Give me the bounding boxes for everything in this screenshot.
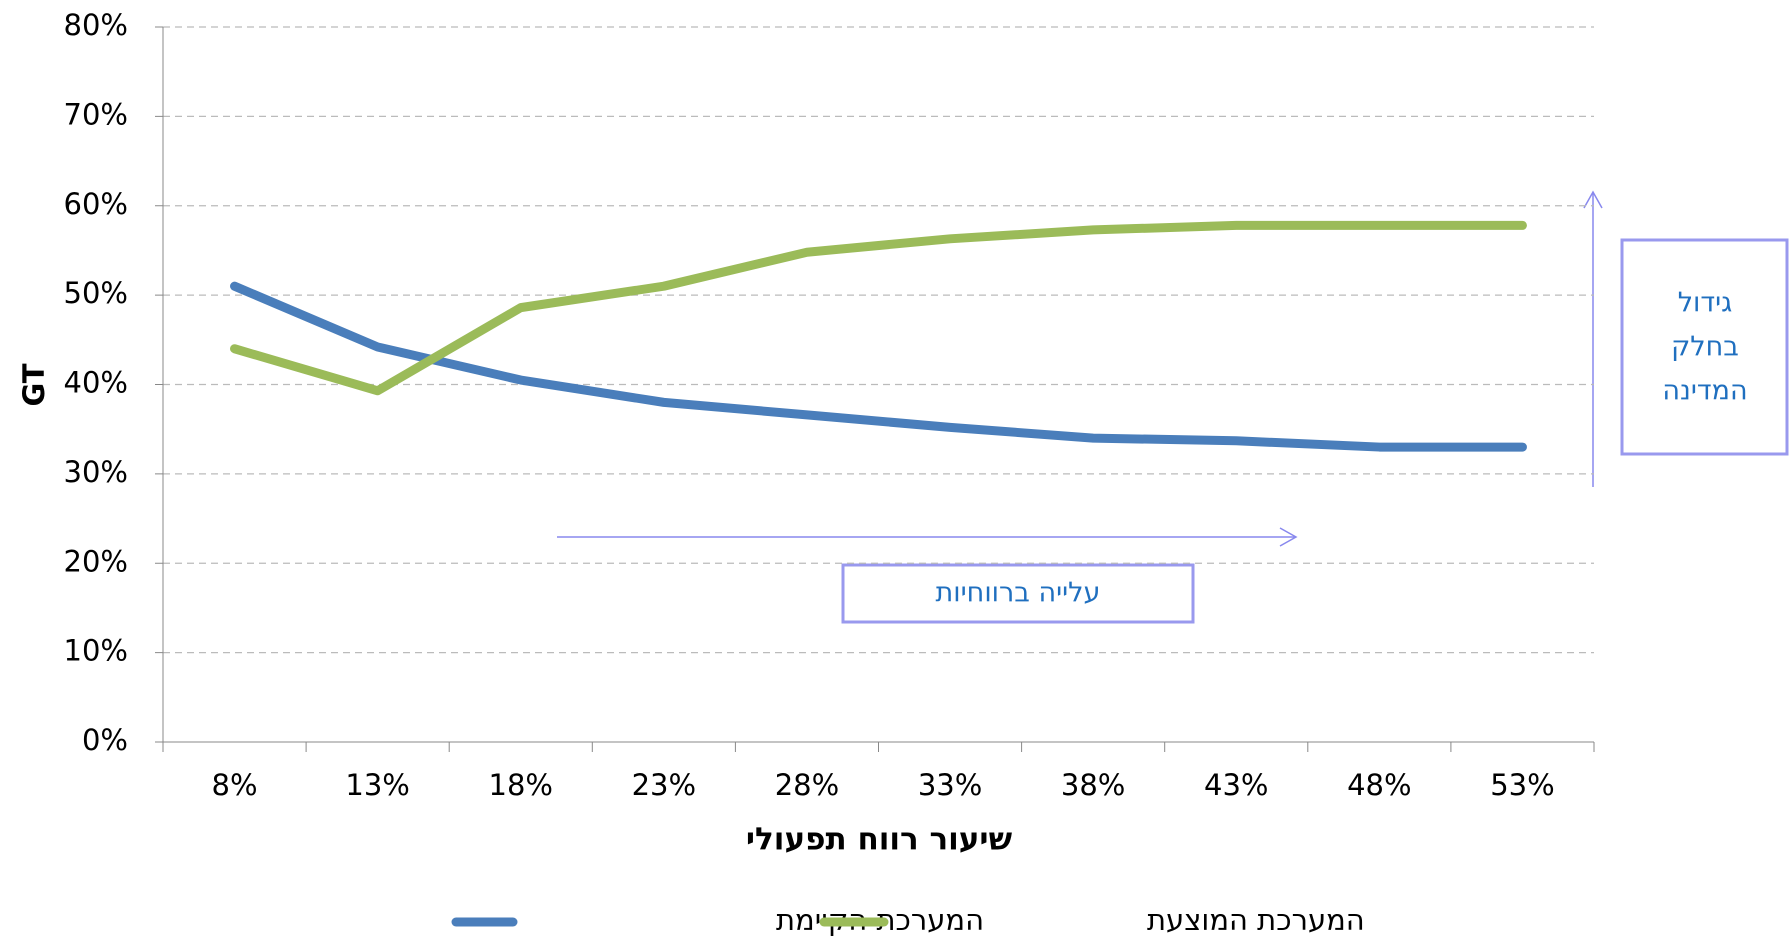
y-tick-label: 40%: [64, 366, 128, 400]
x-tick-label: 53%: [1490, 768, 1554, 802]
y-tick-label: 20%: [64, 544, 128, 578]
x-tick-label: 43%: [1204, 768, 1268, 802]
y-tick-label: 50%: [64, 276, 128, 310]
x-axis-label: שיעור רווח תפעולי: [746, 822, 1013, 858]
annotation-text: גידול: [1678, 288, 1733, 319]
y-tick-label: 10%: [64, 634, 128, 668]
annotation-box: [1620, 238, 1789, 456]
annotation-box: [841, 563, 1195, 624]
x-tick-label: 13%: [345, 768, 409, 802]
series-line: [230, 281, 1527, 452]
x-tick-label: 23%: [632, 768, 696, 802]
legend-label: המערכת המוצעת: [1147, 903, 1365, 937]
x-tick-label: 38%: [1061, 768, 1125, 802]
x-tick-label: 18%: [489, 768, 553, 802]
y-tick-label: 0%: [82, 723, 128, 757]
x-tick-label: 48%: [1347, 768, 1411, 802]
arrow-head: [1279, 527, 1298, 547]
x-tick-label: 33%: [918, 768, 982, 802]
series-line: [230, 220, 1527, 396]
y-tick-label: 60%: [64, 187, 128, 221]
annotation-text: בחלק: [1671, 332, 1739, 363]
annotation-text: המדינה: [1662, 376, 1747, 407]
x-tick-label: 8%: [212, 768, 258, 802]
y-tick-label: 70%: [64, 97, 128, 131]
y-tick-label: 30%: [64, 455, 128, 489]
y-tick-label: 80%: [64, 8, 128, 42]
x-tick-label: 28%: [775, 768, 839, 802]
annotation-text: עלייה ברווחיות: [936, 578, 1101, 609]
arrow-head: [1583, 190, 1603, 209]
y-axis-label: GT: [17, 363, 51, 406]
